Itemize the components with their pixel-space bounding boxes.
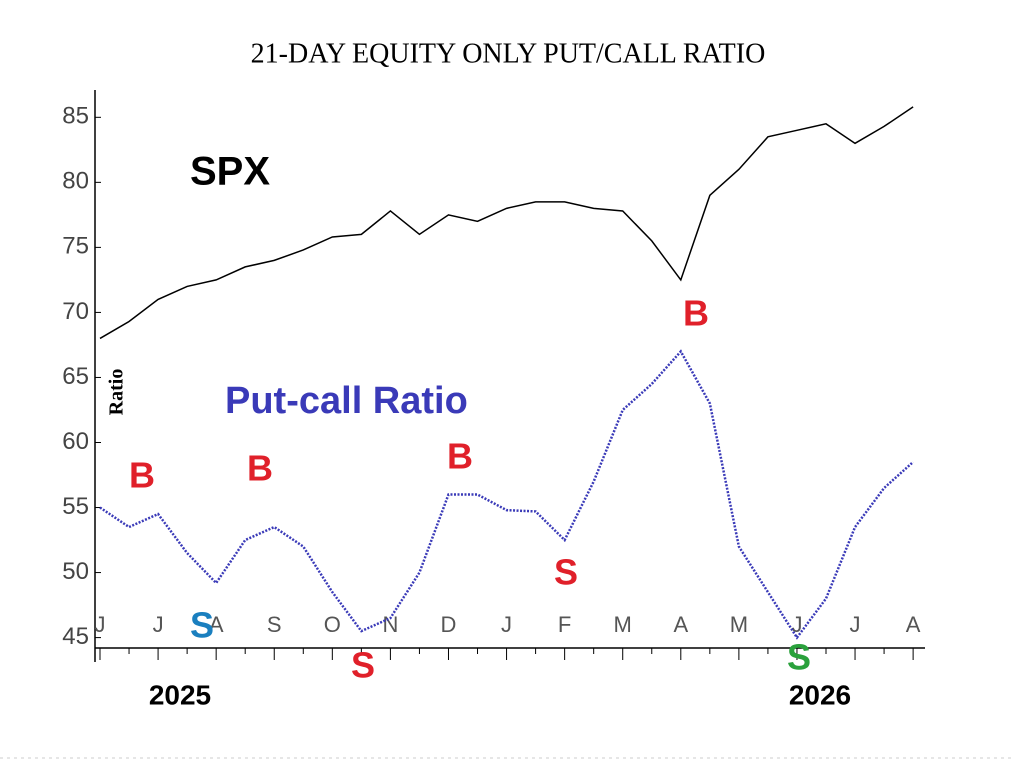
y-axis-label: Ratio [106,369,128,416]
y-tick-label: 55 [62,493,89,520]
y-tick-label: 60 [62,428,89,455]
annotation: B [683,293,709,334]
x-tick-label: O [324,612,341,637]
annotation: B [247,448,273,489]
x-tick-label: J [153,612,164,637]
annotation: B [129,455,155,496]
x-tick-label: M [730,612,748,637]
series-line [99,106,914,340]
annotation: S [554,552,578,593]
series-name: Put-call Ratio [225,380,468,422]
annotation: 2026 [789,679,851,710]
x-tick-label: J [501,612,512,637]
annotation: S [190,605,214,646]
annotation: S [787,637,811,678]
y-tick-label: 45 [62,623,89,650]
chart-title: 21-DAY EQUITY ONLY PUT/CALL RATIO [251,38,766,69]
y-tick-label: 80 [62,168,89,195]
x-tick-label: J [95,612,106,637]
y-tick-label: 50 [62,558,89,585]
series-name: SPX [190,150,270,194]
y-tick-label: 70 [62,298,89,325]
y-tick-label: 65 [62,363,89,390]
series-line [99,349,914,640]
y-tick-label: 75 [62,233,89,260]
x-tick-label: M [614,612,632,637]
y-tick-label: 85 [62,103,89,130]
annotation: S [351,645,375,686]
x-tick-label: F [558,612,571,637]
annotation: 2025 [149,679,211,710]
x-tick-label: A [906,612,921,637]
x-tick-label: J [791,612,802,637]
x-tick-label: S [267,612,282,637]
x-tick-label: J [850,612,861,637]
x-tick-label: A [673,612,688,637]
x-tick-label: D [441,612,457,637]
x-tick-label: N [382,612,398,637]
x-tick-label: A [209,612,224,637]
annotation: B [447,436,473,477]
